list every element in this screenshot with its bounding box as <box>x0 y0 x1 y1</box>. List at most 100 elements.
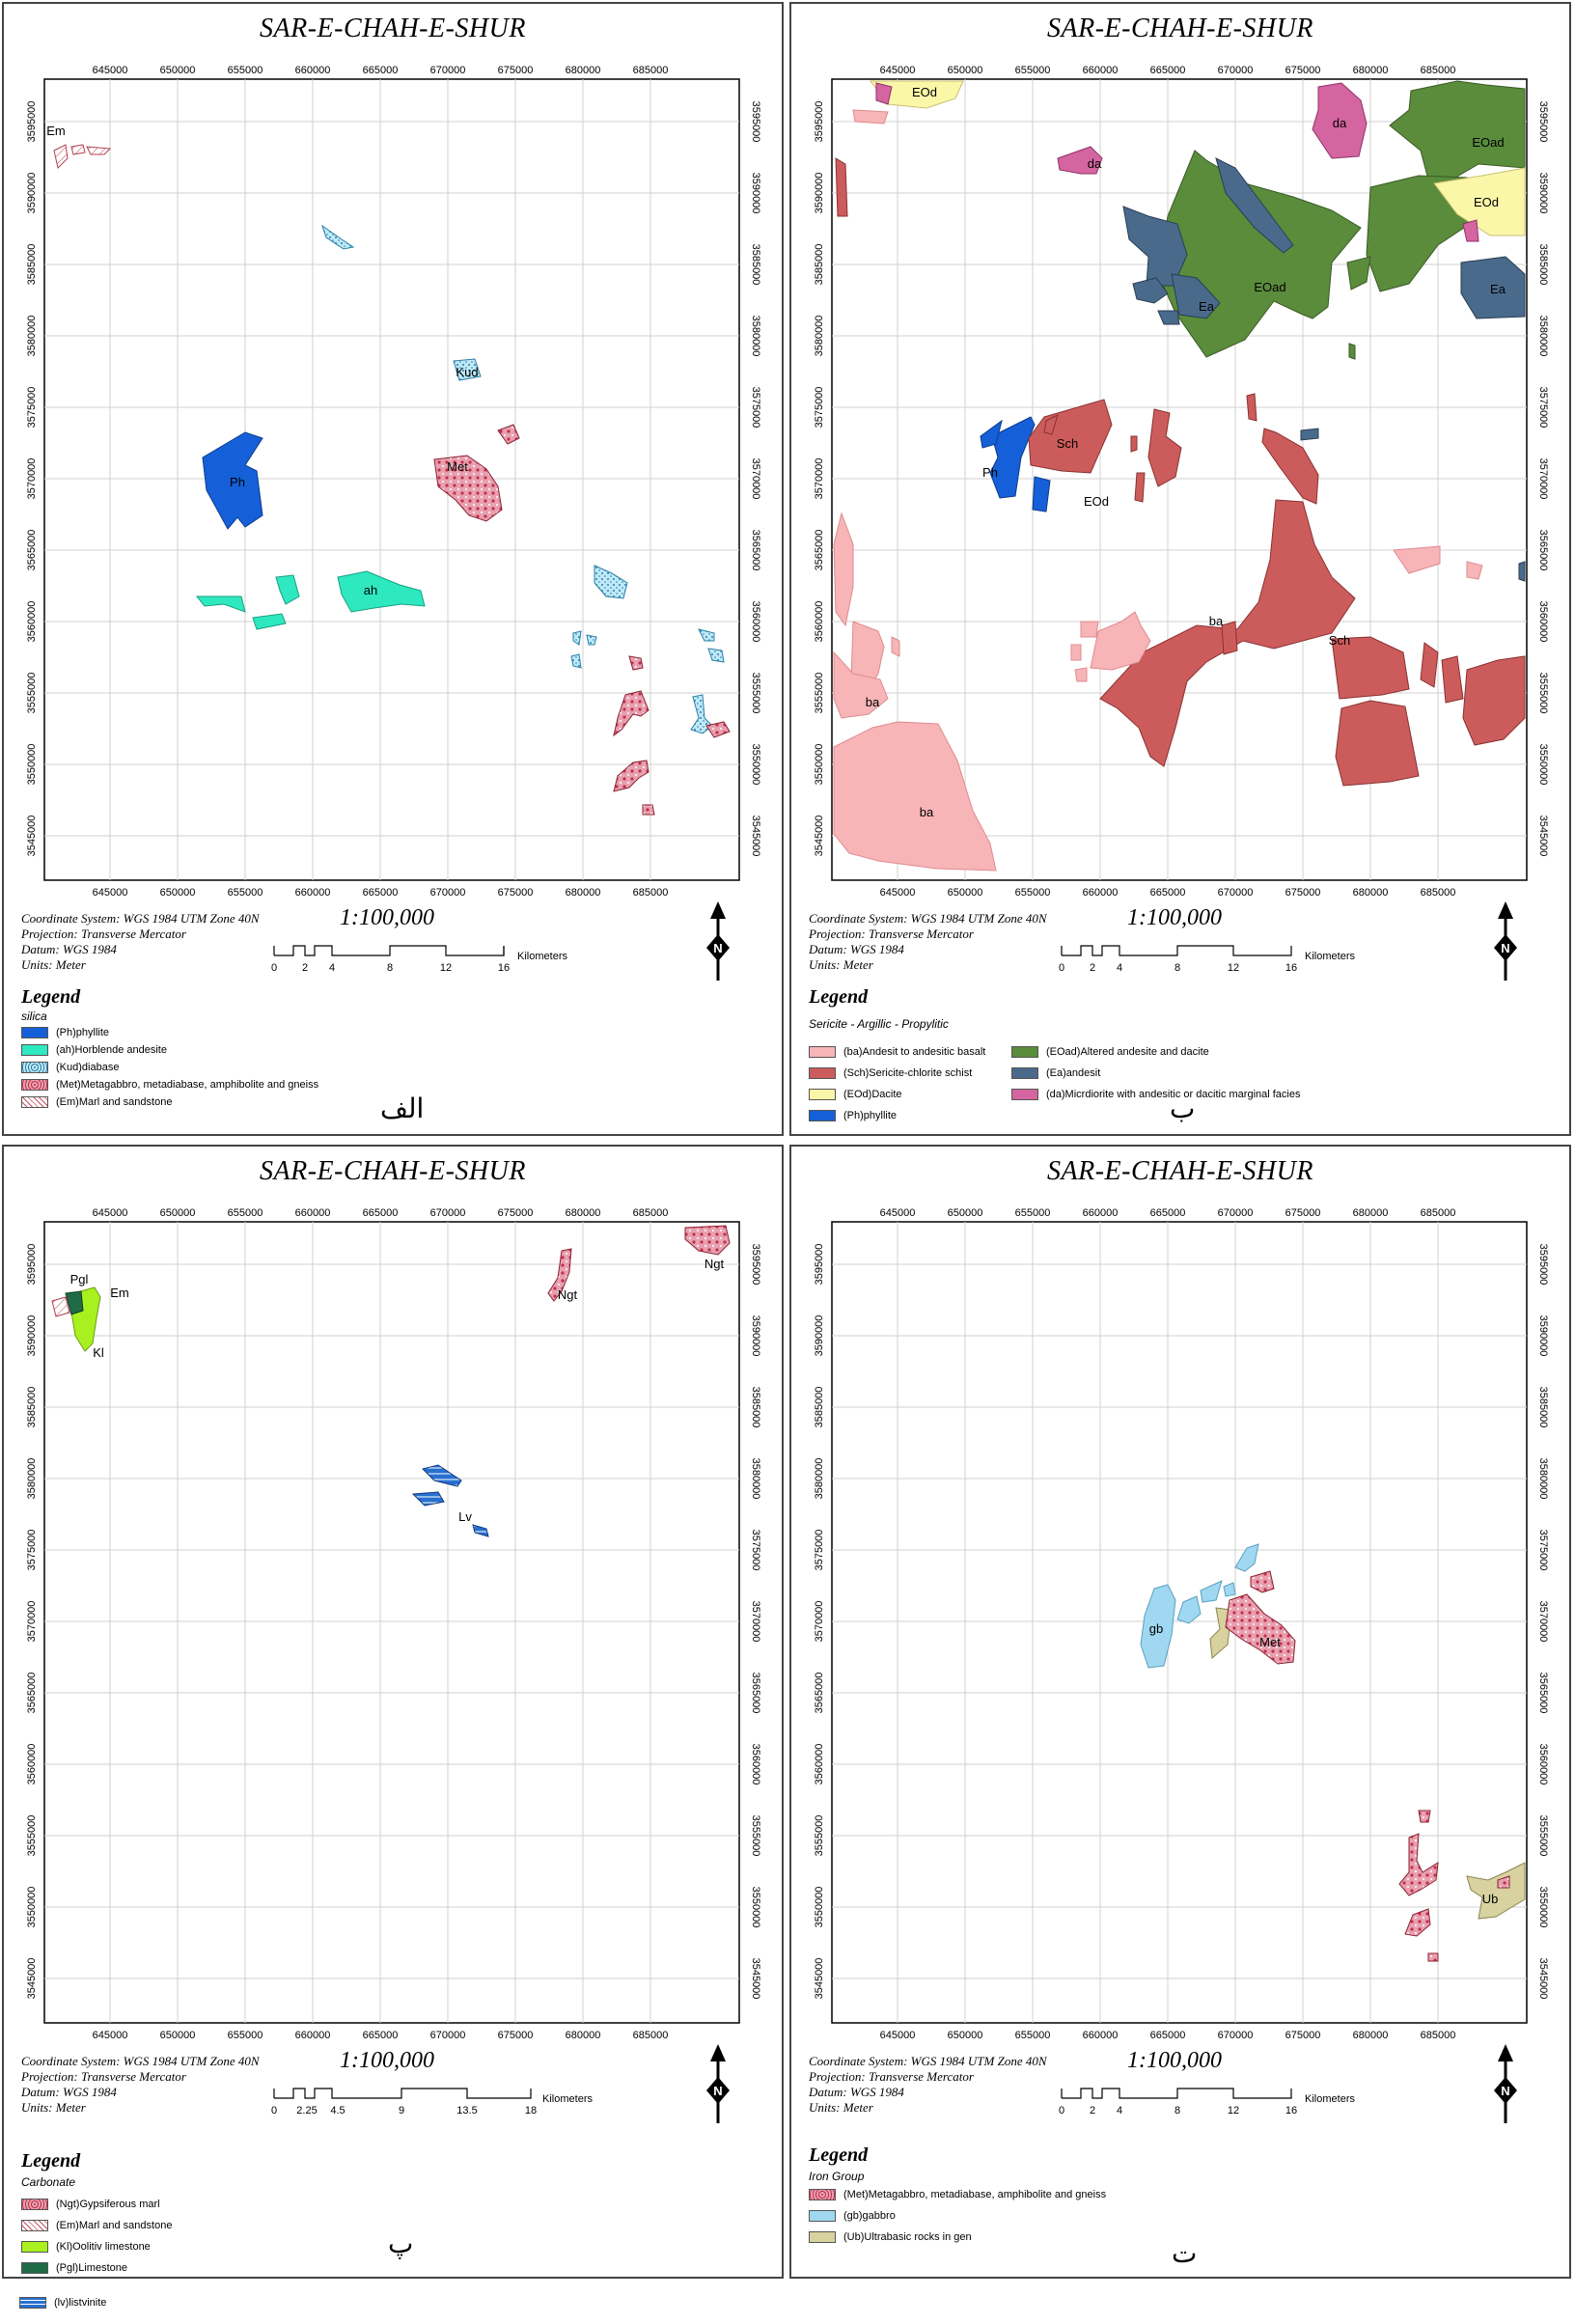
y-tick-label: 3570000 <box>814 1601 825 1643</box>
legend-swatch <box>1011 1089 1038 1100</box>
unit-met-polygon <box>497 424 520 445</box>
legend-subtitle: silica <box>21 1010 47 1023</box>
scale-ratio: 1:100,000 <box>340 905 434 930</box>
unit-pgl-polygon <box>65 1290 84 1315</box>
y-tick-label: 3555000 <box>1537 1815 1549 1857</box>
y-tick-label: 3580000 <box>814 1458 825 1500</box>
x-tick-label: 645000 <box>93 887 128 899</box>
map-label: ba <box>920 805 934 819</box>
datum: Datum: WGS 1984 <box>21 2085 117 2099</box>
unit-ba-polygon <box>1080 621 1099 638</box>
unit-ngt-polygon <box>547 1248 572 1302</box>
unit-kud-polygon <box>586 634 597 646</box>
legend-item: (Met)Metagabbro, metadiabase, amphibolit… <box>809 2189 1106 2200</box>
y-tick-label: 3570000 <box>26 1601 38 1643</box>
y-tick-label: 3595000 <box>26 1244 38 1286</box>
y-tick-label: 3590000 <box>1537 1315 1549 1357</box>
legend-item: (lv)listvinite <box>19 2297 106 2309</box>
x-tick-label: 670000 <box>430 65 466 76</box>
unit-sch-polygon <box>1130 435 1138 453</box>
map-title: SAR-E-CHAH-E-SHUR <box>1047 1156 1313 1186</box>
legend-item: (Ea)andesit <box>1011 1067 1100 1079</box>
north-label: N <box>713 941 722 955</box>
map-label: ba <box>866 695 880 709</box>
y-tick-label: 3570000 <box>750 458 761 500</box>
map-frame: 645000 650000 655000 660000 665000 67000… <box>26 65 761 981</box>
y-tick-label: 3585000 <box>1537 1387 1549 1428</box>
map-label: da <box>1333 116 1347 130</box>
y-tick-label: 3595000 <box>26 101 38 143</box>
y-tick-label: 3565000 <box>26 530 38 571</box>
unit-gb-polygon <box>1200 1580 1223 1603</box>
unit-ea-polygon <box>1215 157 1294 254</box>
unit-da-polygon <box>1462 219 1479 242</box>
y-tick-label: 3575000 <box>750 387 761 429</box>
y-tick-label: 3595000 <box>750 101 761 143</box>
y-tick-label: 3590000 <box>814 1315 825 1357</box>
y-tick-label: 3575000 <box>814 387 825 429</box>
y-tick-label: 3545000 <box>814 1958 825 2000</box>
x-tick-label: 645000 <box>93 1207 128 1219</box>
y-tick-label: 3560000 <box>750 601 761 643</box>
unit-sch-polygon <box>1331 636 1410 700</box>
legend-swatch <box>21 2262 48 2274</box>
unit-met-polygon <box>1427 1952 1439 1962</box>
unit-ba-polygon <box>1393 545 1441 574</box>
y-tick-label: 3555000 <box>26 673 38 714</box>
north-label: N <box>713 2084 722 2098</box>
x-tick-label: 655000 <box>1015 65 1051 76</box>
y-tick-label: 3550000 <box>26 744 38 786</box>
y-tick-label: 3580000 <box>26 316 38 357</box>
x-tick-label: 675000 <box>498 2030 534 2041</box>
y-tick-label: 3550000 <box>750 1887 761 1928</box>
map-label: EOd <box>1084 494 1109 509</box>
map-label: Sch <box>1057 436 1078 451</box>
unit-ub-polygon <box>1466 1862 1526 1920</box>
unit-ah-polygon <box>195 595 246 613</box>
projection: Projection: Transverse Mercator <box>809 2069 974 2084</box>
y-tick-label: 3565000 <box>814 1673 825 1714</box>
y-tick-label: 3560000 <box>1537 601 1549 643</box>
map-label: Sch <box>1329 633 1350 648</box>
y-tick-label: 3585000 <box>814 244 825 286</box>
legend-item: (ba)Andesit to andesitic basalt <box>809 1046 985 1058</box>
y-tick-label: 3565000 <box>26 1673 38 1714</box>
legend-swatch <box>21 1079 48 1091</box>
unit-sch-polygon <box>1420 642 1439 688</box>
unit-ah-polygon <box>337 570 426 613</box>
x-tick-label: 675000 <box>1285 65 1321 76</box>
unit-ba-polygon <box>833 512 854 627</box>
unit-lv-polygon <box>411 1491 445 1507</box>
x-tick-label: 645000 <box>93 2030 128 2041</box>
x-tick-label: 650000 <box>160 65 196 76</box>
map-label: Em <box>110 1286 129 1300</box>
legend-swatch <box>21 1044 48 1056</box>
unit-kud-polygon <box>572 630 582 646</box>
unit-ea-polygon <box>1132 277 1169 304</box>
x-tick-label: 660000 <box>1083 1207 1119 1219</box>
map-panel-alteration: SAR-E-CHAH-E-SHUR 645000 650000 655000 6… <box>789 2 1571 1136</box>
x-tick-label: 670000 <box>1218 65 1254 76</box>
y-tick-label: 3595000 <box>814 1244 825 1286</box>
scale-unit: Kilometers <box>1305 2093 1355 2105</box>
legend-swatch <box>809 1046 836 1058</box>
scale-label: 4 <box>1117 962 1122 974</box>
unit-ngt-polygon <box>684 1225 731 1256</box>
unit-sch-polygon <box>1043 414 1059 435</box>
map-label: Ub <box>1482 1892 1499 1906</box>
map-metadata: Coordinate System: WGS 1984 UTM Zone 40N… <box>21 911 260 973</box>
unit-met-polygon <box>705 721 731 738</box>
legend-item: (EOad)Altered andesite and dacite <box>1011 1046 1209 1058</box>
unit-ph-polygon <box>980 419 1003 449</box>
north-arrow-icon: N <box>1494 2044 1517 2123</box>
map-label: Ngt <box>558 1287 578 1302</box>
unit-eoad-polygon <box>1348 343 1356 360</box>
x-tick-label: 665000 <box>1150 887 1186 899</box>
y-tick-label: 3580000 <box>1537 316 1549 357</box>
scale-ratio: 1:100,000 <box>1127 2048 1222 2073</box>
coord-system: Coordinate System: WGS 1984 UTM Zone 40N <box>809 911 1047 926</box>
x-tick-label: 675000 <box>1285 887 1321 899</box>
legend-swatch <box>809 2231 836 2243</box>
unit-met-polygon <box>613 760 649 792</box>
scale-label: 12 <box>1228 962 1239 974</box>
